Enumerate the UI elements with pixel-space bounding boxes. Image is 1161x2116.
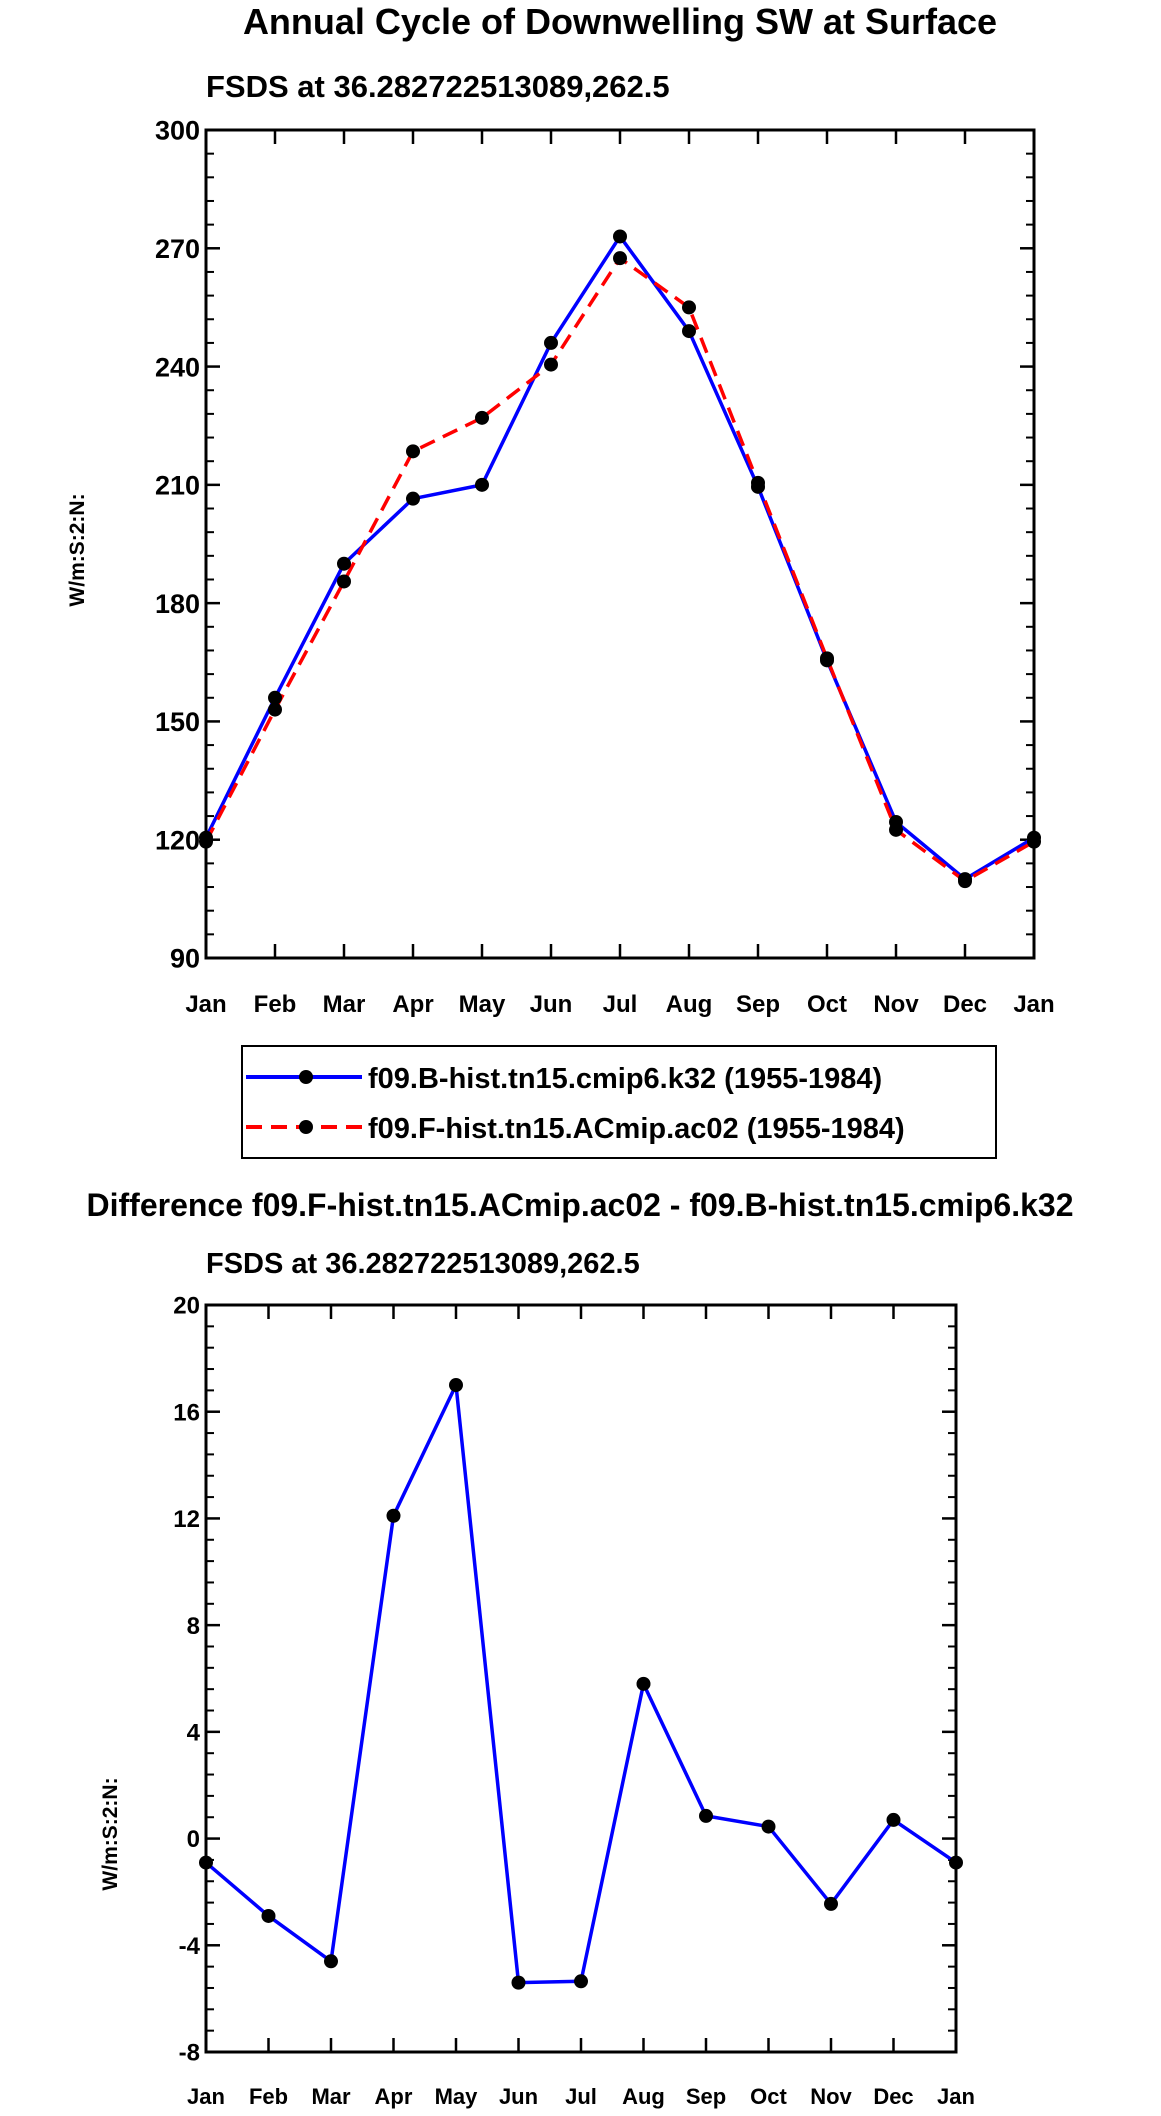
data-point-jul <box>613 229 627 244</box>
difference-chart: Difference f09.F-hist.tn15.ACmip.ac02 - … <box>87 1187 1074 2109</box>
tick-layer <box>204 128 1036 960</box>
data-point-jun <box>544 335 558 350</box>
x-tick-labels: Jan Feb Mar Apr May Jun Jul Aug Sep Oct Nov Dec Jan <box>187 2084 975 2109</box>
legend-swatch-marker-model-f <box>299 1120 313 1134</box>
data-point-jul <box>613 251 627 266</box>
data-point-nov <box>889 822 903 837</box>
legend-label-model-b: f09.B-hist.tn15.cmip6.k32 (1955-1984) <box>368 1063 882 1095</box>
y-tick-label: 20 <box>173 1293 200 1320</box>
data-point-jun <box>511 1975 526 1990</box>
x-tick-label: Feb <box>249 2084 288 2109</box>
data-point-aug <box>682 300 696 315</box>
data-point-aug <box>682 324 696 339</box>
x-tick-label: Jan <box>937 2084 975 2109</box>
series-layer <box>199 1378 963 1990</box>
y-tick-label: 0 <box>187 1826 200 1853</box>
x-tick-label: Aug <box>666 991 713 1018</box>
data-point-aug <box>636 1676 651 1691</box>
x-tick-label: Jan <box>187 2084 225 2109</box>
y-tick-label: 120 <box>155 825 200 855</box>
data-point-feb <box>268 702 282 717</box>
tick-layer <box>204 1303 958 2054</box>
y-tick-label: -4 <box>179 1933 201 1960</box>
x-tick-label: Jul <box>603 991 638 1018</box>
data-point-apr <box>406 491 420 506</box>
y-tick-label: 180 <box>155 589 200 619</box>
data-point-dec <box>886 1812 901 1827</box>
x-tick-label: Sep <box>686 2084 726 2109</box>
y-axis-label: W/m:S:2:N: <box>99 1777 122 1890</box>
y-tick-label: 4 <box>187 1719 201 1746</box>
x-tick-label: Jan <box>1013 991 1054 1018</box>
data-point-may <box>475 477 489 492</box>
series-line-f09-f-hist-tn15-acmip-ac02-1955-1984 <box>204 256 1035 883</box>
x-tick-label: Apr <box>375 2084 413 2109</box>
x-tick-labels: Jan Feb Mar Apr May Jun Jul Aug Sep Oct Nov Dec Jan <box>185 991 1054 1018</box>
data-point-may <box>475 410 489 425</box>
x-tick-label: Dec <box>943 991 987 1018</box>
legend-swatch-marker-model-b <box>299 1070 313 1084</box>
data-point-apr <box>406 444 420 459</box>
data-point-oct <box>820 651 834 666</box>
y-tick-label: 210 <box>155 471 200 501</box>
y-tick-label: 150 <box>155 707 200 737</box>
x-tick-label: Sep <box>736 991 780 1018</box>
data-point-mar <box>337 556 351 571</box>
data-point-nov <box>824 1896 838 1911</box>
chart-title: Difference f09.F-hist.tn15.ACmip.ac02 - … <box>87 1187 1074 1223</box>
x-tick-label: Jul <box>565 2084 597 2109</box>
x-tick-label: Jun <box>499 2084 538 2109</box>
y-tick-label: 270 <box>155 234 200 264</box>
x-tick-label: Jan <box>185 991 226 1018</box>
legend: f09.B-hist.tn15.cmip6.k32 (1955-1984) f0… <box>241 1045 997 1159</box>
series-line-f09-b-hist-tn15-cmip6-k32-1955-1984 <box>204 234 1035 881</box>
x-tick-label: Mar <box>323 991 366 1018</box>
data-point-feb <box>268 690 282 705</box>
data-point-oct <box>761 1819 776 1834</box>
x-tick-label: May <box>435 2084 479 2109</box>
data-point-sep <box>751 475 765 490</box>
y-tick-labels: -8 -4 0 4 8 12 16 20 <box>173 1293 200 2067</box>
x-tick-label: Aug <box>622 2084 665 2109</box>
legend-box <box>241 1045 997 1159</box>
y-tick-label: 90 <box>170 944 200 974</box>
x-tick-label: Nov <box>810 2084 852 2109</box>
data-point-feb <box>261 1908 276 1923</box>
y-tick-label: 16 <box>173 1399 200 1426</box>
chart-subtitle: FSDS at 36.282722513089,262.5 <box>206 69 670 104</box>
data-point-sep <box>699 1808 713 1823</box>
y-tick-label: 240 <box>155 352 200 382</box>
data-point-mar <box>324 1954 338 1969</box>
series-layer <box>199 229 1041 889</box>
x-tick-label: Apr <box>392 991 433 1018</box>
x-tick-label: Dec <box>873 2084 913 2109</box>
x-tick-label: Feb <box>254 991 297 1018</box>
annual-cycle-chart: Annual Cycle of Downwelling SW at Surfac… <box>66 1 1055 1018</box>
x-tick-label: Jun <box>530 991 573 1018</box>
x-tick-label: Nov <box>873 991 919 1018</box>
data-point-apr <box>386 1508 401 1523</box>
x-tick-label: Oct <box>750 2084 787 2109</box>
chart-title: Annual Cycle of Downwelling SW at Surfac… <box>243 1 997 42</box>
data-point-jul <box>574 1974 588 1989</box>
y-tick-labels: 90 120 150 180 210 240 270 300 <box>155 116 200 974</box>
y-tick-label: -8 <box>179 2040 200 2067</box>
x-tick-label: Oct <box>807 991 847 1018</box>
series-line-difference <box>204 1383 957 1985</box>
x-tick-label: Mar <box>311 2084 351 2109</box>
x-tick-label: May <box>459 991 506 1018</box>
plot-frame <box>204 128 1036 960</box>
chart-subtitle: FSDS at 36.282722513089,262.5 <box>206 1248 640 1280</box>
y-tick-label: 8 <box>187 1613 200 1640</box>
plot-frame <box>204 1303 958 2054</box>
y-axis-label: W/m:S:2:N: <box>66 493 89 606</box>
y-tick-label: 12 <box>173 1506 200 1533</box>
data-point-may <box>449 1378 463 1393</box>
data-point-dec <box>958 874 972 889</box>
data-point-mar <box>337 574 351 589</box>
legend-label-model-f: f09.F-hist.tn15.ACmip.ac02 (1955-1984) <box>368 1113 905 1145</box>
y-tick-label: 300 <box>155 116 200 146</box>
data-point-jun <box>544 357 558 372</box>
